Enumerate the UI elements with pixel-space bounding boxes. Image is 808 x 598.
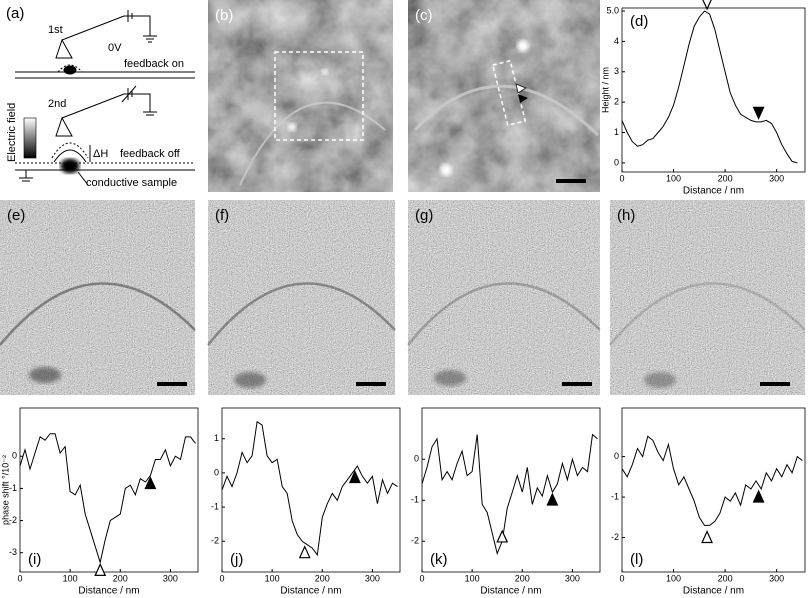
y-tick-label: 3: [614, 66, 619, 76]
x-tick-label: 300: [769, 173, 784, 183]
x-axis-label: Distance / nm: [683, 186, 744, 197]
y-tick-label: -2: [211, 536, 219, 546]
y-tick-label: -2: [611, 532, 619, 542]
panel-label: (b): [215, 7, 233, 24]
data-line: [19, 433, 196, 565]
schematic: [15, 10, 195, 186]
panel-label: (i): [28, 551, 41, 568]
x-tick-label: 300: [365, 573, 380, 583]
triangle-marker: [546, 492, 559, 506]
y-tick-label: 0: [214, 467, 219, 477]
x-tick-label: 300: [163, 573, 178, 583]
x-tick-label: 100: [63, 573, 78, 583]
axes-frame: [421, 407, 601, 573]
x-tick-label: 300: [769, 573, 784, 583]
triangle-marker: [752, 489, 765, 503]
x-axis-label: Distance / nm: [683, 586, 744, 597]
y-tick-label: -1: [411, 495, 419, 505]
triangle-marker: [752, 106, 765, 120]
y-tick-label: 0: [614, 157, 619, 167]
x-tick-label: 200: [515, 573, 530, 583]
x-tick-label: 300: [565, 573, 580, 583]
label-first: 1st: [48, 24, 63, 36]
y-tick-label: 0: [414, 454, 419, 464]
data-line: [621, 435, 803, 526]
panel-label: (a): [6, 5, 24, 22]
y-tick-label: -2: [411, 536, 419, 546]
y-tick-label: 1: [214, 433, 219, 443]
kfm-image: (f): [207, 200, 396, 395]
triangle-marker: [94, 562, 107, 576]
y-tick-label: 2: [614, 97, 619, 107]
x-tick-label: 200: [718, 573, 733, 583]
triangle-marker: [496, 529, 509, 543]
x-tick-label: 100: [666, 573, 681, 583]
triangle-marker: [701, 530, 713, 544]
x-tick-label: 100: [666, 173, 681, 183]
y-tick-label: -3: [9, 547, 17, 557]
x-tick-label: 0: [219, 573, 224, 583]
label-sample: conductive sample: [86, 177, 177, 189]
y-tick-label: 5.0: [606, 5, 619, 15]
x-tick-label: 200: [718, 173, 733, 183]
axes-frame: [621, 407, 806, 573]
y-tick-label: 0: [12, 451, 17, 461]
panel-label: (k): [430, 551, 448, 568]
x-tick-label: 0: [17, 573, 22, 583]
x-axis-label: Distance / nm: [480, 586, 541, 597]
triangle-marker: [348, 470, 361, 484]
kfm-image: (g): [407, 200, 601, 395]
label-voltage: 0V: [108, 42, 122, 54]
panel-label: (d): [630, 13, 648, 30]
label-delta-h: ΔH: [93, 148, 108, 160]
label-feedback-off: feedback off: [120, 148, 181, 160]
y-tick-label: -1: [611, 491, 619, 501]
triangle-marker: [298, 545, 311, 559]
panel-label: (l): [630, 551, 643, 568]
axes-frame: [19, 407, 199, 573]
y-tick-label: 4: [614, 36, 619, 46]
data-line: [421, 433, 598, 556]
x-tick-label: 0: [419, 573, 424, 583]
x-tick-label: 0: [619, 573, 624, 583]
y-tick-label: 1: [614, 127, 619, 137]
y-tick-label: -1: [211, 501, 219, 511]
y-tick-label: -1: [9, 483, 17, 493]
label-field: Electric field: [6, 103, 18, 162]
axes-frame: [621, 7, 806, 173]
triangle-marker: [144, 476, 157, 490]
x-axis-label: Distance / nm: [78, 586, 139, 597]
kfm-image: (h): [609, 200, 806, 395]
kfm-image: (e): [0, 200, 196, 395]
afm-image: (c): [408, 0, 600, 192]
data-line: [621, 10, 798, 164]
y-tick-label: 0: [614, 451, 619, 461]
y-axis-label: Height / nm: [600, 67, 610, 113]
y-tick-label: -2: [9, 515, 17, 525]
panel-label: (f): [215, 207, 229, 224]
label-feedback-on: feedback on: [124, 58, 184, 70]
panel-label: (e): [7, 207, 25, 224]
y-axis-label: phase shift °/10⁻²: [0, 455, 10, 525]
data-line: [221, 420, 398, 557]
label-second: 2nd: [48, 98, 66, 110]
panel-label: (j): [230, 551, 243, 568]
x-tick-label: 200: [315, 573, 330, 583]
x-tick-label: 200: [113, 573, 128, 583]
panel-label: (g): [415, 207, 433, 224]
x-tick-label: 0: [619, 173, 624, 183]
field-scale: [23, 117, 37, 159]
triangle-marker: [702, 0, 712, 11]
panel-label: (c): [415, 7, 433, 24]
panel-label: (h): [617, 207, 635, 224]
x-tick-label: 100: [465, 573, 480, 583]
x-tick-label: 100: [265, 573, 280, 583]
x-axis-label: Distance / nm: [280, 586, 341, 597]
afm-image: (b): [208, 0, 393, 192]
